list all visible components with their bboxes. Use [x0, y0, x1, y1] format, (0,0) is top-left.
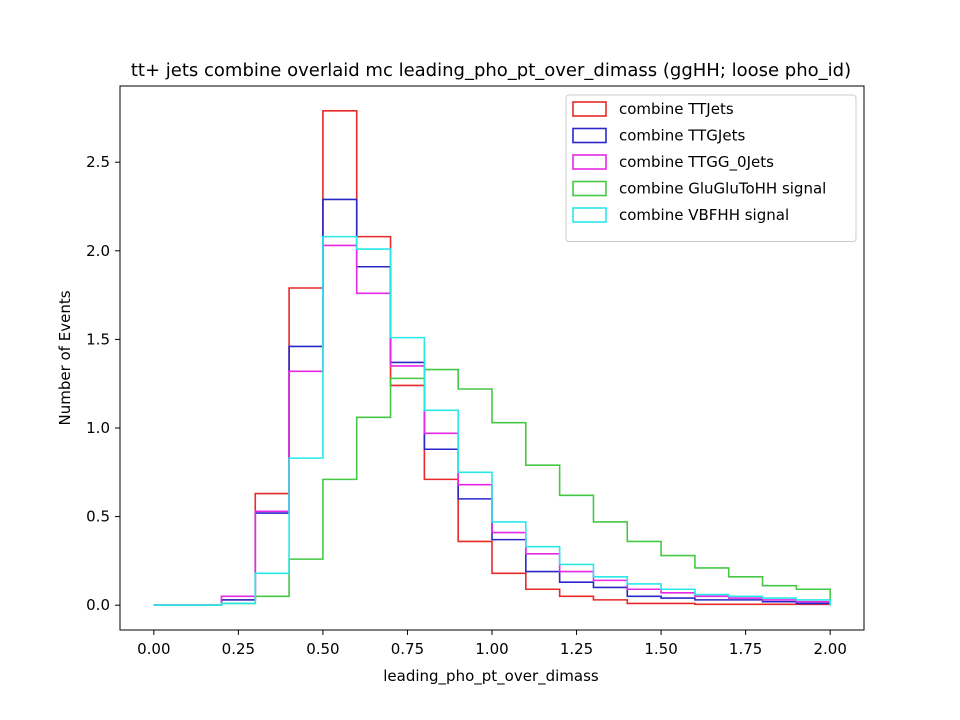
legend: combine TTJets combine TTGJets combine TTG… [565, 94, 857, 242]
x-tick-label: 1.75 [729, 640, 762, 658]
x-tick-label: 1.25 [560, 640, 593, 658]
legend-swatch [572, 207, 607, 223]
y-tick-label: 0.0 [86, 596, 110, 614]
y-axis-label: Number of Events [56, 290, 74, 425]
y-tick-label: 2.0 [86, 242, 110, 260]
y-tick-label: 1.5 [86, 330, 110, 348]
x-tick-label: 1.00 [475, 640, 508, 658]
y-tick-label: 1.0 [86, 419, 110, 437]
histogram-series-5 [153, 235, 831, 606]
y-tick-label: 2.5 [86, 153, 110, 171]
x-tick-label: 0.75 [391, 640, 424, 658]
y-tick-label: 0.5 [86, 508, 110, 526]
x-tick-label: 0.00 [137, 640, 170, 658]
x-axis: 0.00 0.25 0.50 0.75 1.00 1.25 1.50 1.75 2.00 [137, 630, 847, 658]
x-axis-label: leading_pho_pt_over_dimass [383, 667, 599, 686]
legend-label: combine TTJets [619, 100, 734, 118]
x-tick-label: 0.50 [306, 640, 339, 658]
histogram-series-4 [153, 368, 831, 606]
chart-title: tt+ jets combine overlaid mc leading_pho… [131, 60, 851, 81]
legend-swatch [572, 127, 607, 144]
x-tick-label: 2.00 [813, 640, 846, 658]
legend-label: combine VBFHH signal [619, 206, 789, 224]
y-axis: 0.0 0.5 1.0 1.5 2.0 2.5 [86, 153, 120, 614]
legend-swatch [572, 101, 607, 117]
x-tick-label: 0.25 [222, 640, 255, 658]
legend-label: combine GluGluToHH signal [619, 180, 826, 198]
histogram-series-3 [153, 244, 831, 606]
legend-label: combine TTGJets [619, 127, 745, 145]
x-tick-label: 1.50 [644, 640, 677, 658]
histogram-series-1 [153, 110, 831, 606]
legend-label: combine TTGG_0Jets [619, 153, 774, 172]
legend-swatch [572, 154, 607, 170]
plot-area [119, 85, 865, 631]
legend-box [565, 94, 857, 242]
legend-swatch [572, 180, 607, 197]
